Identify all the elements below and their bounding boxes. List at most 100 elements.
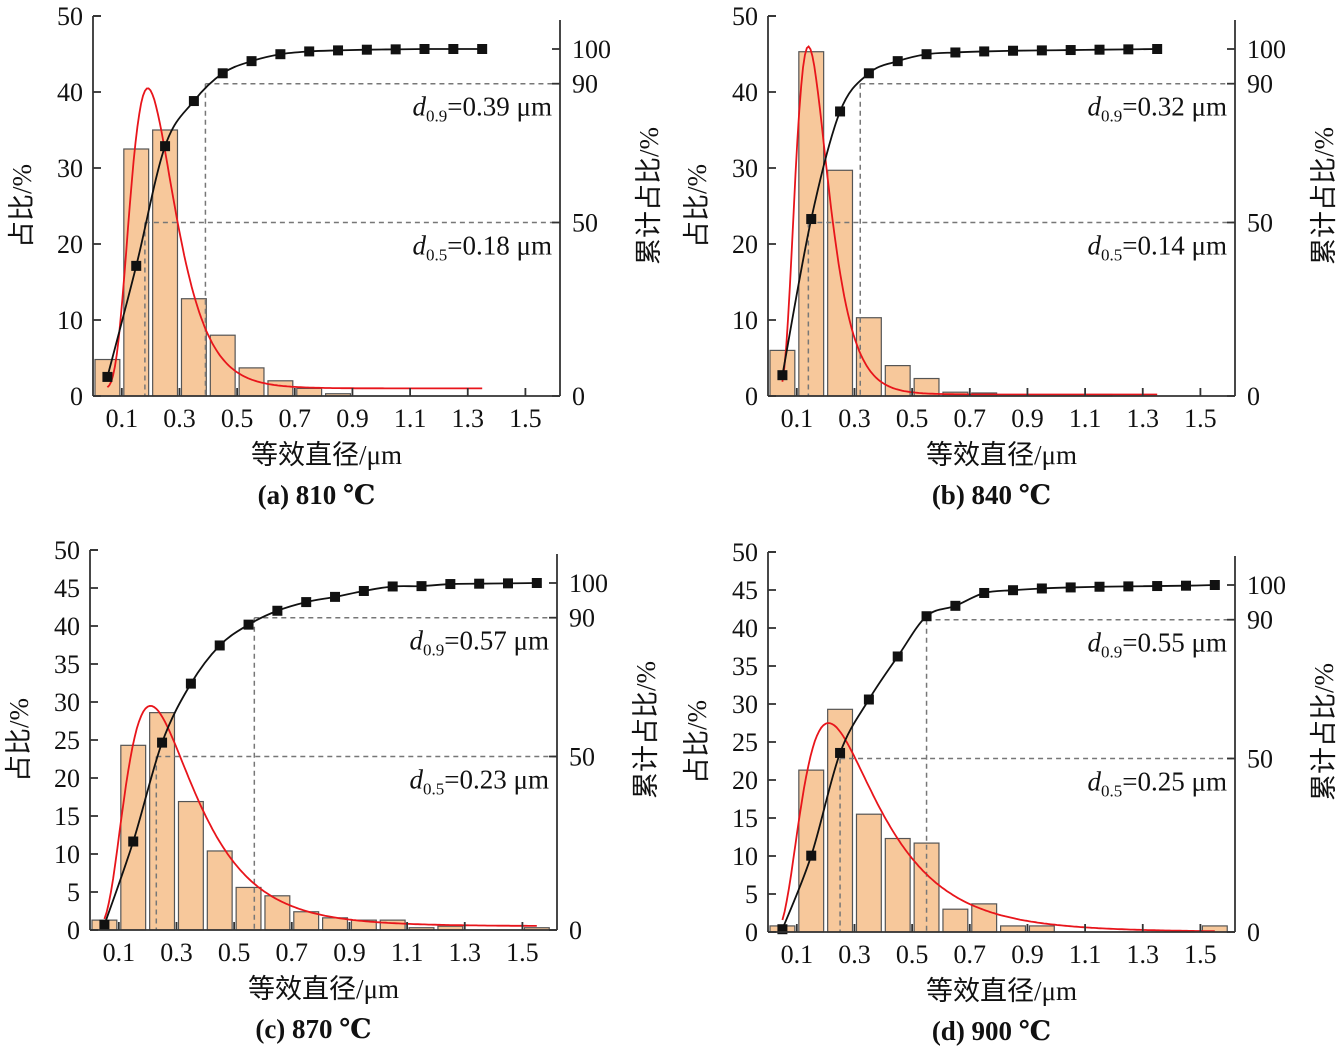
x-tick-label: 0.3	[160, 938, 193, 967]
y-tick-label: 50	[732, 538, 758, 567]
d90-symbol: d	[410, 626, 424, 656]
x-tick-label: 0.9	[1011, 404, 1044, 433]
right-y-tick-label: 50	[569, 743, 595, 772]
right-y-tick-label: 90	[569, 604, 595, 633]
d90-value: =0.55 μm	[1122, 628, 1227, 658]
cumulative-marker	[950, 600, 961, 611]
cumulative-marker	[361, 44, 372, 55]
x-axis-label: 等效直径/μm	[926, 976, 1077, 1006]
histogram-bar	[296, 387, 323, 397]
chart-panel-a: 0 10 20 30 40 50 0 50 90 100 0.1 0.3 0.5 0.7 0.9 1.1 1.3…	[7, 2, 664, 510]
y-tick-label: 25	[54, 726, 80, 755]
cumulative-marker	[863, 694, 874, 705]
cumulative-marker	[950, 47, 961, 58]
d90-value: =0.57 μm	[444, 626, 549, 656]
right-y-tick-label: 50	[572, 209, 598, 238]
cumulative-marker	[1180, 580, 1191, 591]
x-tick-label: 1.5	[1184, 940, 1217, 969]
right-y-tick-label: 90	[1247, 606, 1273, 635]
cumulative-marker	[777, 370, 788, 381]
right-y-axis-label: 累计占比/%	[634, 127, 664, 265]
d50-symbol: d	[1088, 767, 1102, 797]
cumulative-marker	[979, 587, 990, 598]
histogram-bar	[379, 919, 406, 931]
d90-annotation: d0.9=0.39 μm	[413, 92, 552, 126]
cumulative-marker	[921, 49, 932, 60]
cumulative-marker	[390, 44, 401, 55]
x-axis-label: 等效直径/μm	[251, 440, 402, 470]
cumulative-curve	[781, 584, 1215, 930]
y-tick-label: 20	[57, 230, 83, 259]
right-y-tick-label: 50	[1247, 209, 1273, 238]
d50-subscript: 0.5	[1101, 782, 1122, 801]
cumulative-marker	[333, 45, 344, 56]
chart-panel-b: 0 10 20 30 40 50 0 50 90 100 0.1 0.3 0.5 0.7 0.9 1.1 1.3…	[682, 2, 1338, 510]
cumulative-marker	[1008, 585, 1019, 596]
d50-annotation: d0.5=0.18 μm	[413, 231, 552, 265]
cumulative-marker	[275, 49, 286, 60]
d90-annotation: d0.9=0.55 μm	[1088, 628, 1227, 662]
cumulative-marker	[1094, 581, 1105, 592]
y-tick-label: 40	[732, 614, 758, 643]
x-tick-label: 0.9	[336, 404, 369, 433]
x-tick-label: 0.5	[221, 404, 254, 433]
right-y-axis-label: 累计占比/%	[1309, 663, 1338, 801]
cumulative-marker	[99, 919, 110, 930]
x-tick-label: 0.7	[954, 940, 987, 969]
x-tick-label: 0.7	[276, 938, 309, 967]
d50-value: =0.14 μm	[1122, 231, 1227, 261]
right-y-axis-label: 累计占比/%	[1309, 127, 1338, 265]
right-y-tick-label: 90	[1247, 70, 1273, 99]
histogram-bar	[855, 813, 882, 933]
d90-symbol: d	[1088, 92, 1102, 122]
histogram-bar	[971, 903, 998, 933]
cumulative-marker	[131, 260, 142, 271]
cumulative-marker	[1123, 44, 1134, 55]
cumulative-marker	[128, 836, 139, 847]
y-tick-label: 0	[70, 382, 83, 411]
right-y-tick-label: 50	[1247, 745, 1273, 774]
lognormal-fit-curve	[106, 87, 483, 390]
cumulative-marker	[185, 678, 196, 689]
d90-symbol: d	[413, 92, 427, 122]
x-tick-label: 0.5	[896, 404, 929, 433]
x-tick-label: 1.1	[1069, 940, 1102, 969]
y-tick-label: 0	[745, 918, 758, 947]
cumulative-marker	[1152, 581, 1163, 592]
d50-subscript: 0.5	[1101, 246, 1122, 265]
histogram-bar	[264, 895, 291, 931]
right-y-tick-label: 100	[569, 569, 608, 598]
x-tick-label: 0.1	[781, 404, 814, 433]
cumulative-marker	[214, 640, 225, 651]
d50-symbol: d	[1088, 231, 1102, 261]
cumulative-marker	[806, 214, 817, 225]
d50-annotation: d0.5=0.25 μm	[1088, 767, 1227, 801]
x-tick-label: 0.7	[279, 404, 312, 433]
y-tick-label: 5	[745, 880, 758, 909]
y-tick-label: 0	[745, 382, 758, 411]
histogram-bar	[827, 708, 854, 933]
d50-value: =0.18 μm	[447, 231, 552, 261]
cumulative-marker	[892, 56, 903, 67]
cumulative-marker	[1094, 44, 1105, 55]
cumulative-marker	[474, 578, 485, 589]
cumulative-marker	[477, 44, 488, 54]
cumulative-marker	[416, 581, 427, 592]
cumulative-marker	[1209, 580, 1220, 590]
panel-caption: (b) 840 ℃	[932, 480, 1051, 510]
y-tick-label: 40	[732, 78, 758, 107]
histogram-bar	[942, 908, 969, 933]
cumulative-marker	[102, 371, 113, 382]
d50-annotation: d0.5=0.14 μm	[1088, 231, 1227, 265]
cumulative-marker	[835, 747, 846, 758]
y-tick-label: 35	[732, 652, 758, 681]
right-y-tick-label: 90	[572, 70, 598, 99]
cumulative-marker	[1123, 581, 1134, 592]
x-tick-label: 1.3	[452, 404, 485, 433]
y-tick-label: 10	[732, 306, 758, 335]
cumulative-marker	[863, 68, 874, 79]
x-tick-label: 1.5	[506, 938, 539, 967]
y-tick-label: 50	[732, 2, 758, 31]
d50-symbol: d	[413, 231, 427, 261]
